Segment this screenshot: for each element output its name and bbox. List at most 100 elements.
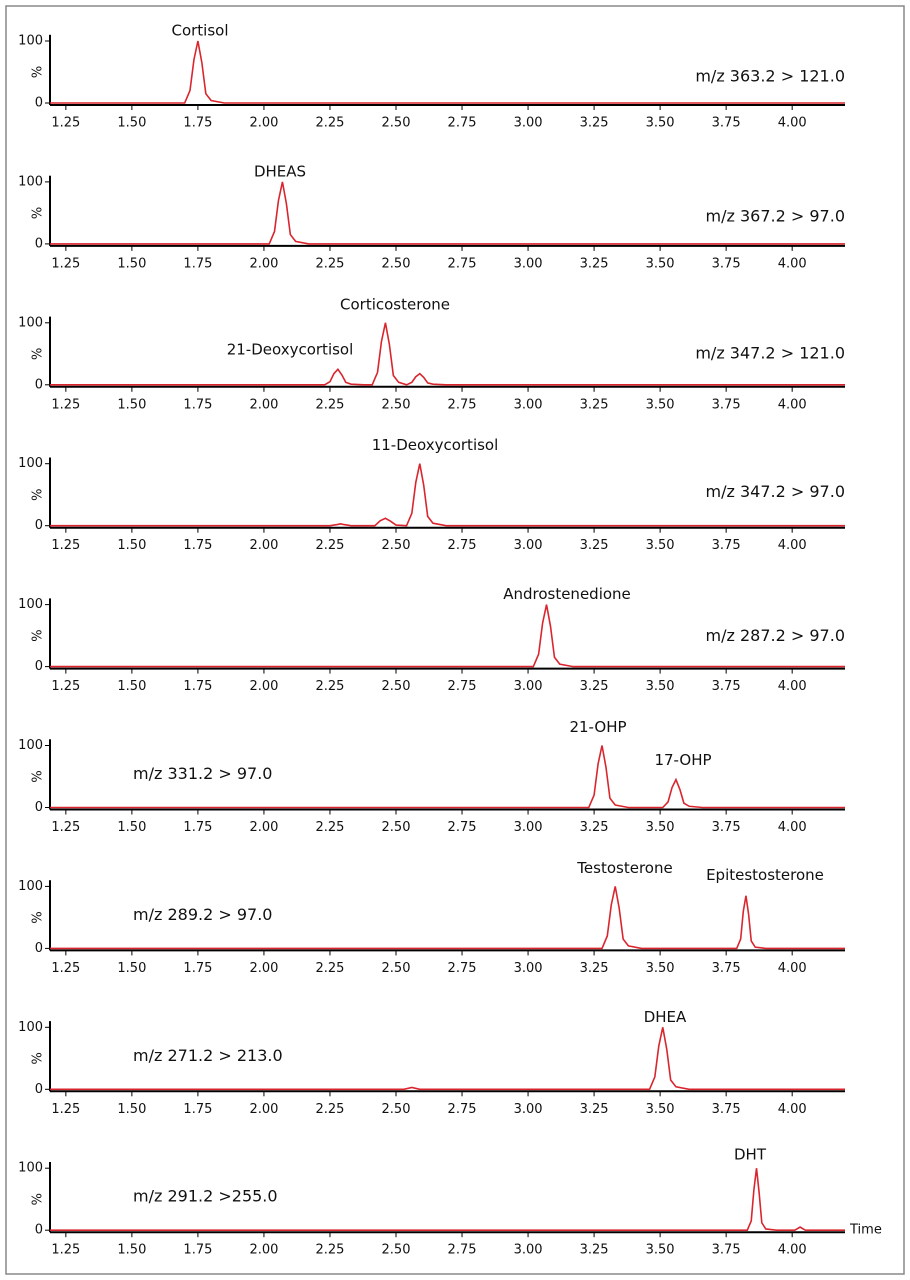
x-tick-label: 2.00: [249, 820, 278, 835]
trace-line: [50, 463, 845, 527]
x-tick-label: 2.25: [315, 397, 344, 412]
x-tick-label: 3.75: [712, 538, 741, 553]
trace-line: [50, 604, 845, 668]
x-tick-label: 1.75: [183, 679, 212, 694]
x-tick-label: 3.75: [712, 1243, 741, 1258]
y-axis-label: %: [31, 1193, 46, 1205]
y-tick-label: 0: [35, 800, 43, 815]
x-tick-label: 3.75: [712, 116, 741, 131]
x-tick-label: 3.25: [580, 116, 609, 131]
y-tick-label: 100: [18, 1161, 43, 1176]
x-tick-label: 1.25: [51, 961, 80, 976]
x-tick-label: 2.25: [315, 116, 344, 131]
x-tick-label: 2.00: [249, 538, 278, 553]
x-tick-label: 3.50: [646, 820, 675, 835]
x-tick-label: 1.50: [117, 256, 146, 271]
x-tick-label: 2.50: [382, 1102, 411, 1117]
y-axis-label: %: [31, 911, 46, 923]
x-tick-label: 1.25: [51, 820, 80, 835]
y-tick-label: 0: [35, 1082, 43, 1097]
x-tick-label: 3.00: [514, 961, 543, 976]
y-axis-label: %: [31, 66, 46, 78]
transition-label: m/z 289.2 > 97.0: [133, 905, 272, 924]
trace-line: [50, 181, 845, 245]
y-tick-label: 0: [35, 1223, 43, 1238]
x-tick-label: 1.50: [117, 1102, 146, 1117]
x-tick-label: 3.00: [514, 820, 543, 835]
x-tick-label: 1.75: [183, 820, 212, 835]
trace-line: [50, 745, 845, 809]
x-axis-label: Time: [849, 1223, 882, 1238]
x-tick-label: 3.25: [580, 1102, 609, 1117]
y-tick-label: 100: [18, 597, 43, 612]
x-tick-label: 2.50: [382, 538, 411, 553]
x-tick-label: 1.25: [51, 538, 80, 553]
x-tick-label: 2.75: [448, 116, 477, 131]
x-tick-label: 3.50: [646, 1102, 675, 1117]
peak-label: 21-Deoxycortisol: [227, 340, 354, 358]
peak-label: 21-OHP: [569, 718, 626, 736]
x-tick-label: 3.50: [646, 256, 675, 271]
x-tick-label: 2.25: [315, 679, 344, 694]
x-tick-label: 3.00: [514, 116, 543, 131]
transition-label: m/z 291.2 >255.0: [133, 1187, 278, 1206]
x-tick-label: 3.25: [580, 538, 609, 553]
x-tick-label: 4.00: [778, 1102, 807, 1117]
x-tick-label: 1.75: [183, 1102, 212, 1117]
x-tick-label: 2.25: [315, 820, 344, 835]
x-tick-label: 1.75: [183, 1243, 212, 1258]
y-tick-label: 100: [18, 34, 43, 49]
x-tick-label: 1.50: [117, 116, 146, 131]
trace-line: [50, 1168, 845, 1231]
x-tick-label: 3.25: [580, 679, 609, 694]
x-tick-label: 2.25: [315, 961, 344, 976]
x-tick-label: 2.25: [315, 538, 344, 553]
transition-label: m/z 331.2 > 97.0: [133, 764, 272, 783]
x-tick-label: 4.00: [778, 1243, 807, 1258]
x-tick-label: 2.00: [249, 1102, 278, 1117]
transition-label: m/z 363.2 > 121.0: [695, 67, 845, 86]
x-tick-label: 1.25: [51, 116, 80, 131]
y-tick-label: 0: [35, 659, 43, 674]
x-tick-label: 2.25: [315, 1243, 344, 1258]
x-tick-label: 3.50: [646, 679, 675, 694]
transition-label: m/z 367.2 > 97.0: [706, 206, 845, 225]
x-tick-label: 3.00: [514, 1243, 543, 1258]
x-tick-label: 3.00: [514, 1102, 543, 1117]
peak-label: DHEAS: [254, 162, 306, 180]
x-tick-label: 2.75: [448, 397, 477, 412]
x-tick-label: 2.50: [382, 961, 411, 976]
y-axis-label: %: [31, 770, 46, 782]
x-tick-label: 3.25: [580, 961, 609, 976]
trace-line: [50, 322, 845, 386]
y-tick-label: 100: [18, 738, 43, 753]
x-tick-label: 2.75: [448, 1243, 477, 1258]
y-tick-label: 0: [35, 96, 43, 111]
x-tick-label: 3.50: [646, 116, 675, 131]
transition-label: m/z 347.2 > 121.0: [695, 343, 845, 362]
peak-label: Epitestosterone: [706, 866, 824, 884]
x-tick-label: 3.75: [712, 820, 741, 835]
x-tick-label: 2.00: [249, 256, 278, 271]
x-tick-label: 2.50: [382, 679, 411, 694]
x-tick-label: 3.25: [580, 820, 609, 835]
x-tick-label: 1.50: [117, 820, 146, 835]
transition-label: m/z 287.2 > 97.0: [706, 626, 845, 645]
x-tick-label: 3.00: [514, 679, 543, 694]
y-tick-label: 100: [18, 315, 43, 330]
y-tick-label: 100: [18, 456, 43, 471]
transition-label: m/z 347.2 > 97.0: [706, 482, 845, 501]
y-tick-label: 100: [18, 174, 43, 189]
x-tick-label: 3.50: [646, 961, 675, 976]
x-tick-label: 1.25: [51, 397, 80, 412]
x-tick-label: 1.50: [117, 961, 146, 976]
x-tick-label: 2.75: [448, 256, 477, 271]
y-axis-label: %: [31, 207, 46, 219]
x-tick-label: 2.00: [249, 116, 278, 131]
x-tick-label: 3.75: [712, 961, 741, 976]
x-tick-label: 3.00: [514, 538, 543, 553]
x-tick-label: 1.25: [51, 679, 80, 694]
peak-label: Cortisol: [171, 22, 228, 40]
x-tick-label: 3.25: [580, 397, 609, 412]
